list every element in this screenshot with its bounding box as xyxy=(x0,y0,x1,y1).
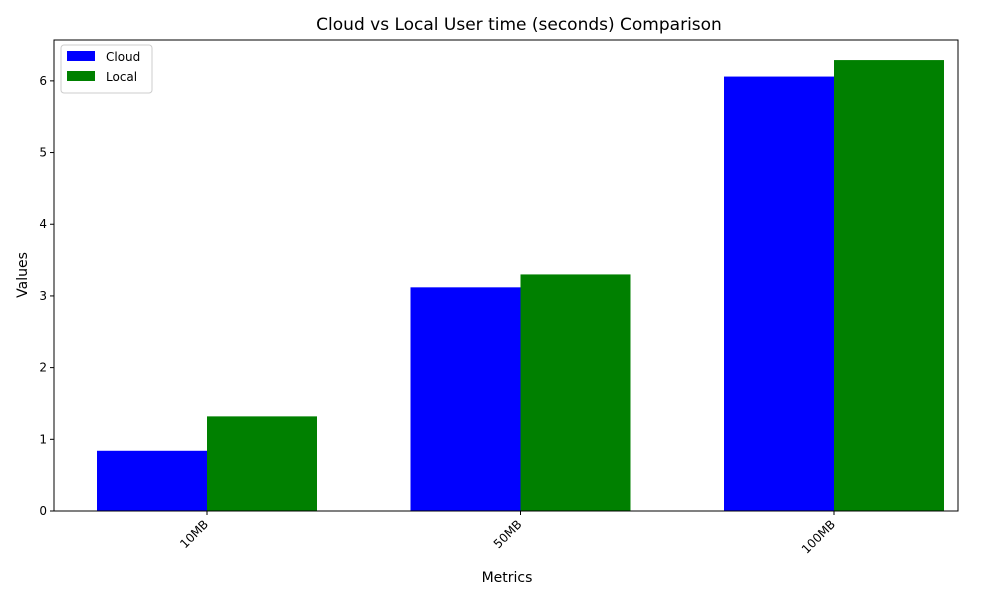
y-tick-label: 4 xyxy=(39,217,47,231)
plot-area xyxy=(53,39,959,512)
legend-label-cloud: Cloud xyxy=(106,50,140,64)
bar-local-10mb xyxy=(207,416,317,511)
bar-local-100mb xyxy=(834,60,944,511)
plot-frame xyxy=(53,39,959,512)
y-tick-label: 3 xyxy=(39,289,47,303)
legend-swatch-cloud xyxy=(67,51,95,61)
bars-group xyxy=(97,60,944,511)
y-axis-title: Values xyxy=(15,252,31,298)
y-tick-label: 5 xyxy=(39,146,47,160)
y-tick-label: 6 xyxy=(39,74,47,88)
x-axis-title: Metrics xyxy=(482,570,533,586)
legend: Cloud Local xyxy=(60,44,153,94)
y-axis: 0 1 2 3 4 5 6 xyxy=(39,74,54,518)
bar-cloud-100mb xyxy=(724,76,834,511)
bar-cloud-10mb xyxy=(97,450,207,511)
bar-cloud-50mb xyxy=(410,287,521,511)
y-tick-label: 2 xyxy=(39,361,47,375)
legend-swatch-local xyxy=(67,71,95,81)
chart-title: Cloud vs Local User time (seconds) Compa… xyxy=(316,15,722,35)
legend-label-local: Local xyxy=(106,70,137,84)
bar-local-50mb xyxy=(520,274,631,511)
y-tick-label: 1 xyxy=(39,432,47,446)
y-tick-label: 0 xyxy=(39,504,47,518)
